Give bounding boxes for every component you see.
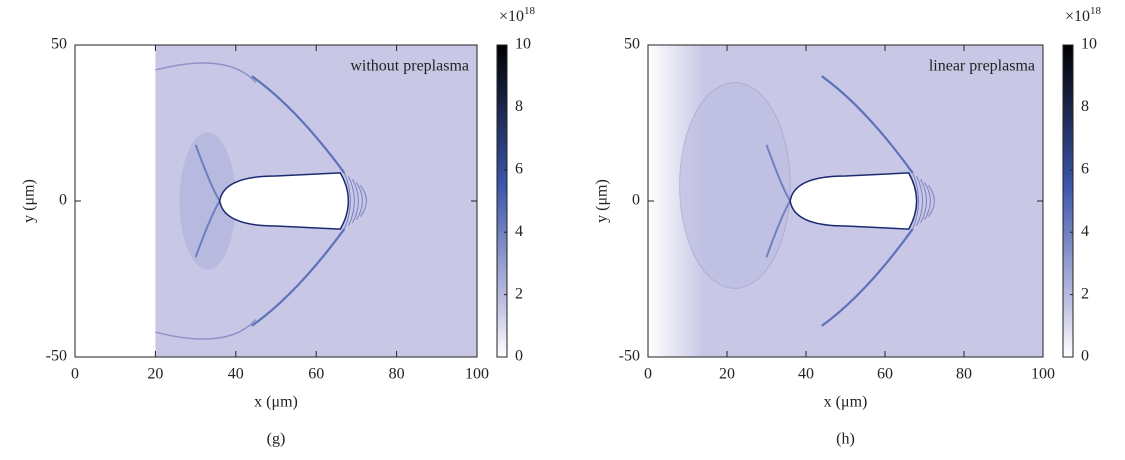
wave <box>924 182 931 220</box>
x-tick-label: 40 <box>798 366 814 383</box>
colorbar-tick-label: 10 <box>515 36 531 53</box>
wave <box>355 182 363 220</box>
cavity <box>789 172 918 230</box>
x-tick-label: 80 <box>389 366 405 383</box>
wave <box>916 175 924 227</box>
shell <box>179 132 236 270</box>
colorbar-scale-base: ×10 <box>499 8 524 25</box>
shock-upper <box>251 75 346 174</box>
colorbar-tick-label: 2 <box>1081 285 1089 302</box>
y-tick-label: 50 <box>51 36 67 53</box>
x-tick-label: 20 <box>719 366 735 383</box>
cavity <box>218 172 350 230</box>
x-tick-label: 0 <box>71 366 79 383</box>
x-tick-label: 80 <box>956 366 972 383</box>
colorbar <box>496 44 508 358</box>
x-tick-label: 20 <box>147 366 163 383</box>
caption: (g) <box>267 431 286 448</box>
wave <box>920 178 927 224</box>
wave <box>360 185 367 217</box>
density-field <box>75 45 477 357</box>
x-tick-label: 60 <box>308 366 324 383</box>
colorbar-scale: ×1018 <box>499 5 536 25</box>
shock-lower <box>821 228 914 327</box>
annotation: without preplasma <box>350 58 469 75</box>
shock-upper <box>821 75 914 174</box>
x-tick-label: 0 <box>644 366 652 383</box>
colorbar-tick-label: 10 <box>1081 36 1097 53</box>
colorbar-tick-label: 2 <box>515 285 523 302</box>
annotation: linear preplasma <box>929 58 1035 75</box>
colorbar-tick-label: 0 <box>515 348 523 365</box>
y-tick-label: -50 <box>46 348 67 365</box>
colorbar-tick-label: 4 <box>515 223 523 240</box>
y-tick-label: 0 <box>59 192 67 209</box>
wave <box>928 185 935 217</box>
shock-lower <box>251 228 346 327</box>
wave <box>912 172 920 230</box>
shell <box>155 62 257 340</box>
colorbar <box>1062 44 1074 358</box>
wave <box>343 172 351 230</box>
colorbar-tick-label: 6 <box>1081 160 1089 177</box>
wave <box>347 175 355 227</box>
colorbar-scale-base: ×10 <box>1065 8 1090 25</box>
y-tick-label: -50 <box>619 348 640 365</box>
colorbar-scale-exponent: 18 <box>524 5 536 17</box>
colorbar-scale-exponent: 18 <box>1090 5 1102 17</box>
x-tick-label: 60 <box>877 366 893 383</box>
colorbar-tick-label: 8 <box>1081 98 1089 115</box>
y-tick-label: 0 <box>632 192 640 209</box>
x-tick-label: 100 <box>1031 366 1055 383</box>
wake <box>765 144 792 258</box>
shell <box>679 81 791 289</box>
density-field <box>648 45 1043 357</box>
x-axis-label: x (μm) <box>824 394 868 411</box>
wave <box>351 178 359 224</box>
colorbar-tick-label: 8 <box>515 98 523 115</box>
x-axis-label: x (μm) <box>254 394 298 411</box>
y-tick-label: 50 <box>624 36 640 53</box>
caption: (h) <box>836 431 855 448</box>
x-tick-label: 40 <box>228 366 244 383</box>
colorbar-tick-label: 4 <box>1081 223 1089 240</box>
wake <box>194 144 221 258</box>
y-axis-label: y (μm) <box>594 179 611 223</box>
colorbar-tick-label: 0 <box>1081 348 1089 365</box>
colorbar-scale: ×1018 <box>1065 5 1102 25</box>
x-tick-label: 100 <box>465 366 489 383</box>
colorbar-tick-label: 6 <box>515 160 523 177</box>
y-axis-label: y (μm) <box>21 179 38 223</box>
